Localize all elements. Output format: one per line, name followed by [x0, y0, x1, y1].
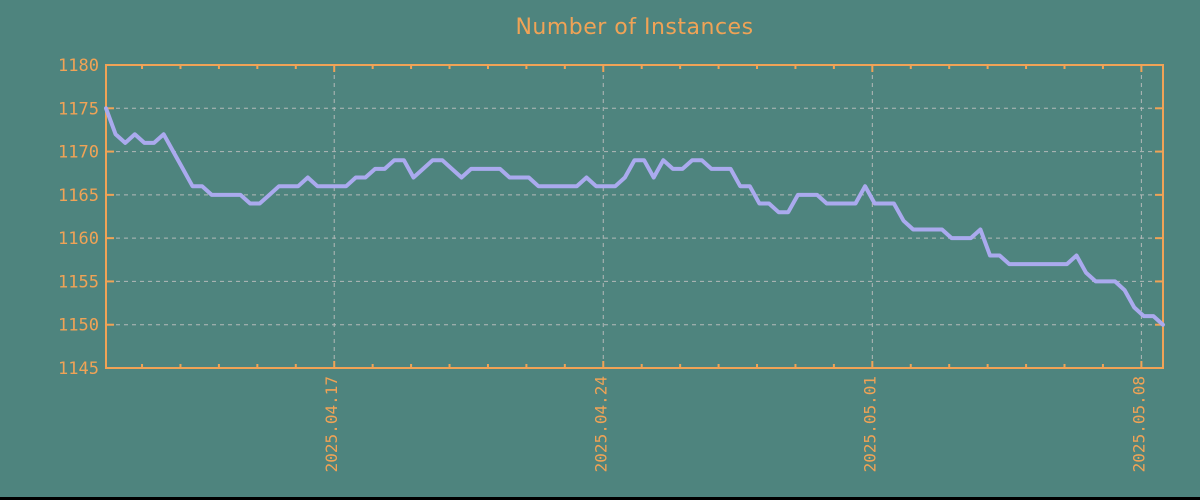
- y-tick-label: 1165: [58, 186, 99, 206]
- y-tick-label: 1175: [58, 99, 99, 119]
- y-tick-label: 1145: [58, 359, 99, 379]
- gridlines: [108, 67, 1163, 366]
- y-tick-label: 1150: [58, 316, 99, 336]
- x-tick-label: 2025.05.08: [1129, 376, 1148, 472]
- data-line: [104, 106, 1165, 327]
- y-tick-label: 1155: [58, 272, 99, 292]
- y-tick-label: 1160: [58, 229, 99, 249]
- axis-ticks: [106, 64, 1163, 369]
- x-tick-labels: 2025.04.17 2025.04.24 2025.05.01 2025.05.08: [322, 376, 1148, 472]
- plot-border: [105, 64, 1164, 369]
- y-tick-label: 1170: [58, 143, 99, 163]
- x-tick-label: 2025.04.17: [322, 376, 341, 472]
- y-tick-label: 1180: [58, 56, 99, 76]
- x-tick-label: 2025.05.01: [860, 376, 879, 472]
- x-tick-label: 2025.04.24: [591, 376, 610, 472]
- y-tick-labels: 1145 1150 1155 1160 1165 1170 1175 1180: [58, 56, 99, 379]
- bottom-edge: [0, 497, 1200, 500]
- chart-title: Number of Instances: [515, 15, 754, 40]
